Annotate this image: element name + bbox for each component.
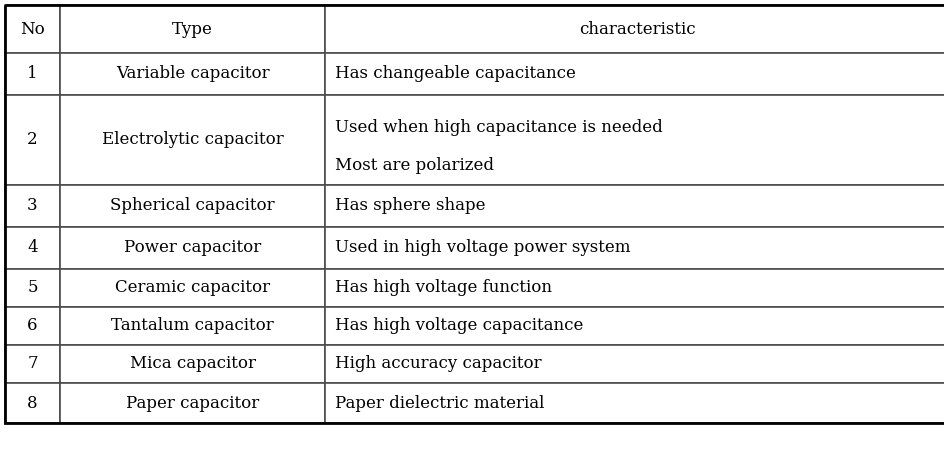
Text: Power capacitor: Power capacitor	[124, 239, 261, 256]
Text: Electrolytic capacitor: Electrolytic capacitor	[102, 132, 283, 149]
Text: Has changeable capacitance: Has changeable capacitance	[335, 66, 576, 83]
Text: Mica capacitor: Mica capacitor	[129, 355, 256, 372]
Text: Spherical capacitor: Spherical capacitor	[110, 197, 275, 214]
Bar	[5, 5, 944, 423]
Text: Paper capacitor: Paper capacitor	[126, 395, 259, 412]
Bar	[325, 227, 944, 269]
Bar	[5, 5, 60, 53]
Bar	[5, 227, 60, 269]
Bar	[60, 95, 325, 185]
Bar	[60, 227, 325, 269]
Bar	[325, 269, 944, 307]
Text: characteristic: characteristic	[579, 20, 696, 37]
Bar	[5, 383, 60, 423]
Bar	[5, 269, 60, 307]
Bar	[60, 383, 325, 423]
Bar	[325, 345, 944, 383]
Text: 2: 2	[27, 132, 38, 149]
Text: Has high voltage function: Has high voltage function	[335, 279, 552, 296]
Text: 4: 4	[27, 239, 38, 256]
Bar	[60, 185, 325, 227]
Text: 8: 8	[27, 395, 38, 412]
Bar	[325, 53, 944, 95]
Bar	[5, 53, 60, 95]
Bar	[5, 95, 60, 185]
Bar	[60, 307, 325, 345]
Bar	[5, 345, 60, 383]
Text: Used when high capacitance is needed: Used when high capacitance is needed	[335, 119, 663, 136]
Bar	[60, 53, 325, 95]
Text: 3: 3	[27, 197, 38, 214]
Text: Variable capacitor: Variable capacitor	[116, 66, 269, 83]
Text: 6: 6	[27, 318, 38, 335]
Text: Paper dielectric material: Paper dielectric material	[335, 395, 545, 412]
Text: 7: 7	[27, 355, 38, 372]
Bar	[5, 185, 60, 227]
Text: Ceramic capacitor: Ceramic capacitor	[115, 279, 270, 296]
Text: Tantalum capacitor: Tantalum capacitor	[111, 318, 274, 335]
Text: Most are polarized: Most are polarized	[335, 157, 494, 174]
Bar	[325, 383, 944, 423]
Text: Has sphere shape: Has sphere shape	[335, 197, 485, 214]
Text: Type: Type	[172, 20, 213, 37]
Bar	[325, 185, 944, 227]
Text: No: No	[20, 20, 45, 37]
Bar	[5, 307, 60, 345]
Text: Has high voltage capacitance: Has high voltage capacitance	[335, 318, 583, 335]
Text: 5: 5	[27, 279, 38, 296]
Bar	[325, 5, 944, 53]
Bar	[60, 345, 325, 383]
Bar	[325, 95, 944, 185]
Text: 1: 1	[27, 66, 38, 83]
Text: Used in high voltage power system: Used in high voltage power system	[335, 239, 631, 256]
Bar	[60, 269, 325, 307]
Bar	[60, 5, 325, 53]
Bar	[325, 307, 944, 345]
Text: High accuracy capacitor: High accuracy capacitor	[335, 355, 542, 372]
